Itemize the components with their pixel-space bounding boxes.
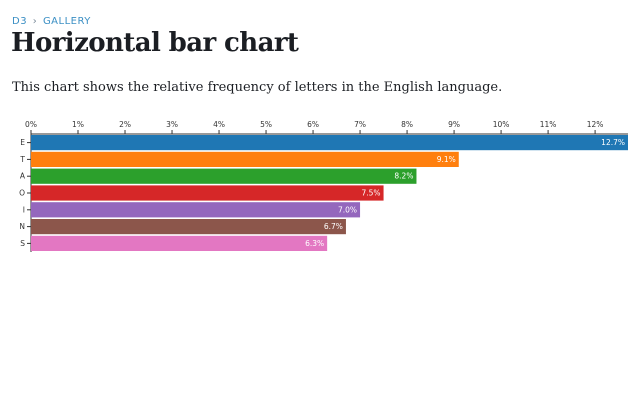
- y-tick-label-N: N: [19, 222, 25, 231]
- breadcrumb-link-gallery[interactable]: GALLERY: [42, 16, 91, 27]
- bar-O: [31, 185, 384, 201]
- page-subtitle: This chart shows the relative frequency …: [12, 80, 503, 95]
- x-tick-label-1: 1%: [72, 120, 84, 129]
- x-tick-label-9: 9%: [448, 120, 460, 129]
- x-tick-label-4: 4%: [213, 120, 225, 129]
- x-tick-label-5: 5%: [260, 120, 272, 129]
- breadcrumb: D3 › GALLERY: [12, 16, 91, 27]
- y-tick-label-S: S: [20, 239, 25, 248]
- breadcrumb-separator: ›: [32, 16, 38, 27]
- value-label-E: 12.7%: [601, 138, 625, 147]
- y-tick-label-A: A: [20, 172, 26, 181]
- y-tick-label-E: E: [20, 138, 25, 147]
- x-tick-label-2: 2%: [119, 120, 131, 129]
- value-label-S: 6.3%: [305, 239, 324, 248]
- x-tick-label-3: 3%: [166, 120, 178, 129]
- value-label-O: 7.5%: [361, 189, 380, 198]
- bar-E: [31, 135, 628, 151]
- x-tick-label-8: 8%: [401, 120, 413, 129]
- x-tick-label-12: 12%: [587, 120, 604, 129]
- y-tick-label-I: I: [23, 205, 25, 214]
- page-title: Horizontal bar chart: [11, 28, 299, 58]
- y-tick-label-T: T: [19, 155, 25, 164]
- bar-S: [31, 235, 328, 251]
- bar-T: [31, 151, 459, 167]
- x-tick-label-11: 11%: [540, 120, 557, 129]
- value-label-N: 6.7%: [324, 222, 343, 231]
- value-label-I: 7.0%: [338, 205, 357, 214]
- x-tick-label-6: 6%: [307, 120, 319, 129]
- bar-chart: 0% 1% 2% 3% 4% 5% 6% 7% 8% 9% 10% 11% 12% E 12.7% T 9.1%…: [19, 120, 628, 252]
- x-tick-label-10: 10%: [493, 120, 510, 129]
- bar-N: [31, 219, 346, 235]
- value-label-T: 9.1%: [437, 155, 456, 164]
- bar-A: [31, 168, 417, 184]
- x-tick-label-7: 7%: [354, 120, 366, 129]
- x-tick-label-0: 0%: [25, 120, 37, 129]
- bar-I: [31, 202, 361, 218]
- breadcrumb-link-root[interactable]: D3: [12, 16, 28, 27]
- y-tick-label-O: O: [19, 189, 25, 198]
- value-label-A: 8.2%: [394, 172, 413, 181]
